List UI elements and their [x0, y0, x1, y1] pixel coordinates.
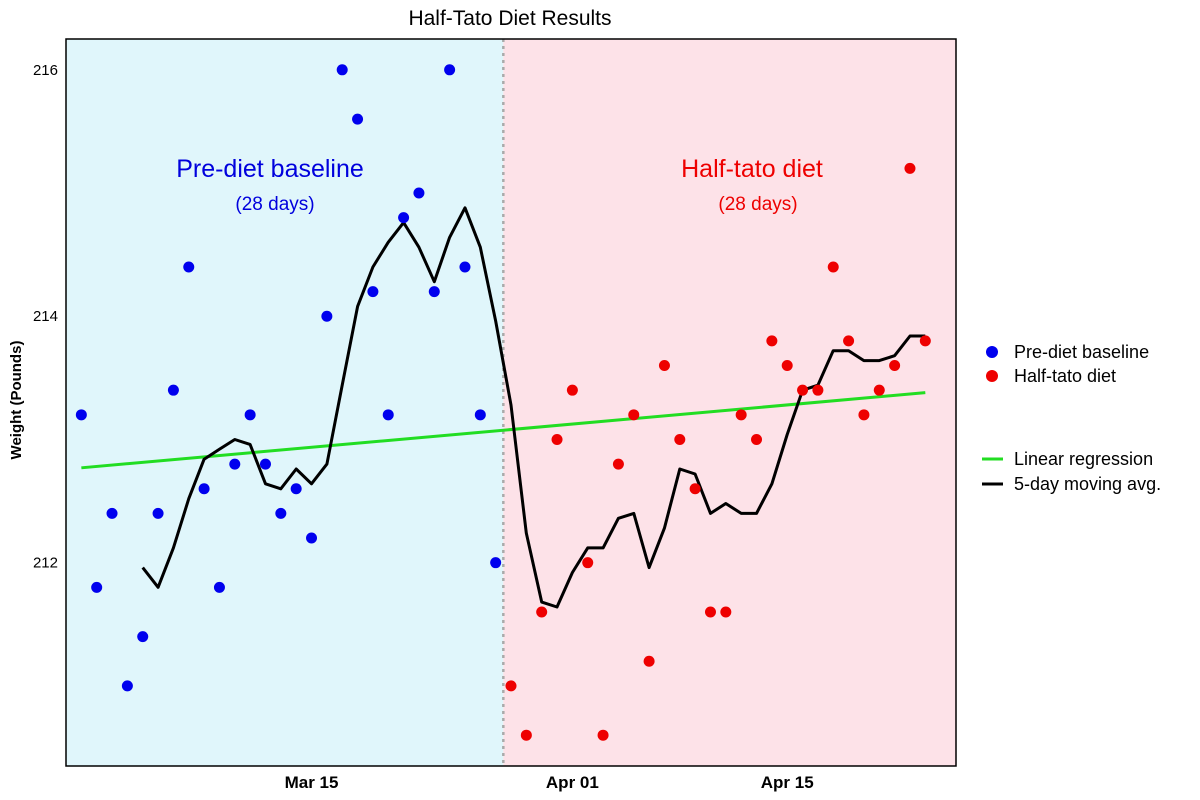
moving-average-line	[141, 206, 926, 609]
pre-diet-region-background	[66, 39, 504, 766]
pre-diet-point	[167, 384, 179, 396]
pre-diet-point	[75, 409, 87, 421]
pre-diet-point	[474, 409, 486, 421]
half-tato-point	[658, 360, 670, 372]
x-tick-label: Apr 15	[761, 773, 814, 792]
half-tato-region-label: Half-tato diet	[681, 155, 823, 183]
legend-marker-pre-diet	[986, 346, 998, 358]
half-tato-point	[505, 680, 517, 692]
half-tato-point	[812, 384, 824, 396]
legend-label-regression: Linear regression	[1014, 449, 1153, 469]
half-tato-point	[827, 261, 839, 273]
pre-diet-point	[275, 507, 287, 519]
x-tick-label: Mar 15	[285, 773, 339, 792]
half-tato-point	[766, 335, 778, 347]
pre-diet-point	[321, 310, 333, 322]
legend-label-pre-diet: Pre-diet baseline	[1014, 342, 1149, 362]
half-tato-point	[858, 409, 870, 421]
half-tato-point	[597, 729, 609, 741]
pre-diet-point	[198, 483, 210, 495]
x-tick-label: Apr 01	[546, 773, 599, 792]
y-tick-label: 216	[33, 62, 58, 79]
legend-label-half-tato: Half-tato diet	[1014, 366, 1116, 386]
pre-diet-point	[213, 581, 225, 593]
half-tato-point	[720, 606, 732, 618]
legend: Pre-diet baseline Half-tato diet Linear …	[982, 342, 1161, 494]
half-tato-point	[904, 162, 916, 174]
half-tato-point	[889, 360, 901, 372]
y-tick-label: 214	[33, 308, 58, 325]
pre-diet-point	[183, 261, 195, 273]
pre-diet-point	[352, 113, 364, 125]
pre-diet-point	[428, 286, 440, 298]
half-tato-point	[674, 433, 686, 445]
half-tato-point	[919, 335, 931, 347]
half-tato-point	[612, 458, 624, 470]
half-tato-point	[551, 433, 563, 445]
half-tato-point	[520, 729, 532, 741]
half-tato-point	[566, 384, 578, 396]
plot-border	[65, 38, 957, 767]
half-tato-series	[505, 162, 931, 741]
pre-diet-point	[244, 409, 256, 421]
half-tato-point	[628, 409, 640, 421]
linear-regression-line	[81, 391, 926, 470]
pre-diet-point	[229, 458, 241, 470]
half-tato-point	[643, 655, 655, 667]
pre-diet-point	[413, 187, 425, 199]
half-tato-point	[781, 360, 793, 372]
pre-diet-point	[152, 507, 164, 519]
pre-diet-point	[490, 557, 502, 569]
half-tato-point	[582, 557, 594, 569]
half-tato-point	[873, 384, 885, 396]
half-tato-point	[704, 606, 716, 618]
pre-diet-point	[444, 64, 456, 76]
y-axis-label: Weight (Pounds)	[8, 341, 25, 460]
pre-diet-point	[91, 581, 103, 593]
pre-diet-point	[306, 532, 318, 544]
half-tato-region-duration: (28 days)	[718, 194, 797, 215]
pre-diet-point	[367, 286, 379, 298]
pre-diet-point	[382, 409, 394, 421]
legend-label-moving-average: 5-day moving avg.	[1014, 474, 1161, 494]
pre-diet-series	[75, 64, 502, 692]
legend-marker-half-tato	[986, 370, 998, 382]
half-tato-point	[735, 409, 747, 421]
pre-diet-point	[106, 507, 118, 519]
pre-diet-point	[290, 483, 302, 495]
pre-diet-region-duration: (28 days)	[235, 194, 314, 215]
pre-diet-point	[259, 458, 271, 470]
pre-diet-point	[336, 64, 348, 76]
pre-diet-point	[398, 212, 410, 224]
half-tato-point	[797, 384, 809, 396]
half-tato-point	[536, 606, 548, 618]
y-tick-label: 212	[33, 555, 58, 572]
half-tato-point	[843, 335, 855, 347]
chart-title: Half-Tato Diet Results	[408, 7, 611, 30]
half-tato-point	[751, 433, 763, 445]
half-tato-region-background	[503, 39, 956, 766]
pre-diet-point	[137, 631, 149, 643]
half-tato-point	[689, 483, 701, 495]
pre-diet-region-label: Pre-diet baseline	[176, 155, 364, 183]
pre-diet-point	[459, 261, 471, 273]
pre-diet-point	[121, 680, 133, 692]
